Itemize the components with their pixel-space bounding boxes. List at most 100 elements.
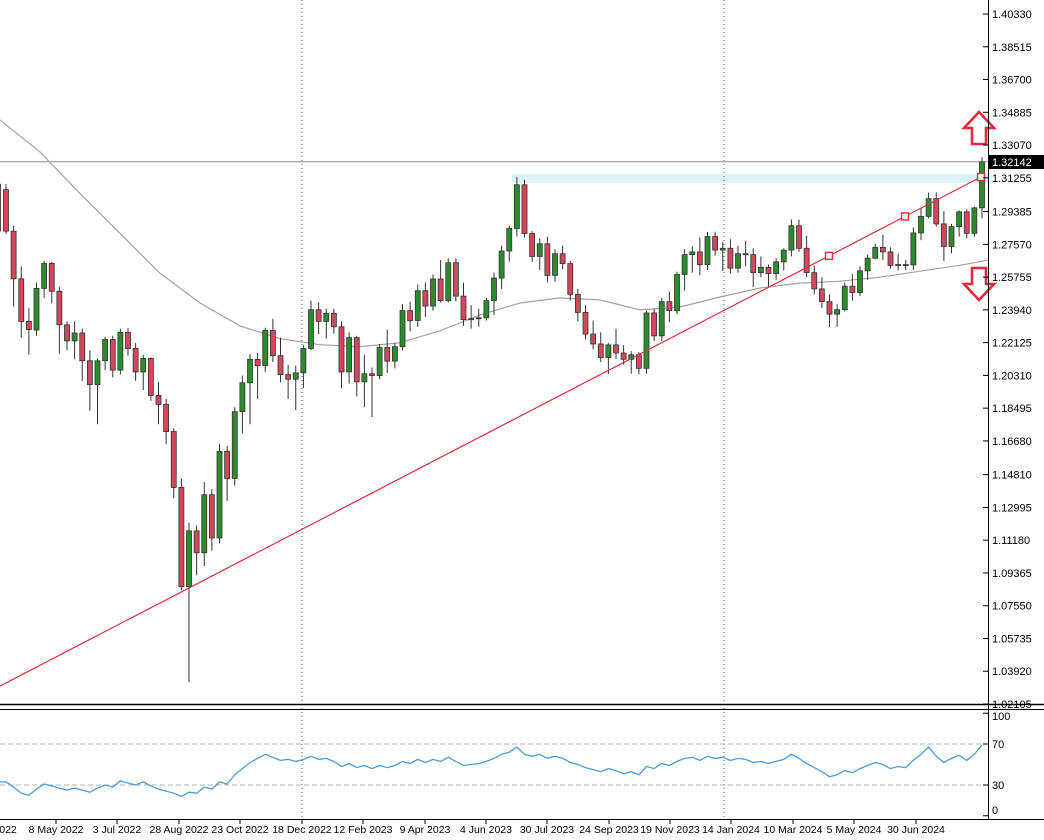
- candle-bear: [193, 530, 200, 554]
- time-axis[interactable]: 022 8 May 2022 3 Jul 2022 28 Aug 2022 23 Oct…: [0, 819, 945, 836]
- price-tick-label: 1.14810: [992, 470, 1032, 482]
- candle-bull: [925, 198, 932, 217]
- candle-bear: [613, 344, 619, 354]
- resistance-band[interactable]: [512, 173, 988, 183]
- candle-bear: [597, 343, 604, 358]
- price-tick-label: 1.27570: [992, 239, 1032, 251]
- candle-bear: [765, 266, 772, 274]
- candle-bear: [86, 360, 93, 385]
- candle-bear: [902, 264, 909, 266]
- candle-bull: [872, 246, 879, 259]
- candle-bear: [887, 251, 894, 266]
- rsi-level-lines: [0, 743, 988, 786]
- candle-bear: [178, 487, 185, 588]
- price-axis[interactable]: 1.40330 1.38515 1.36700 1.34885 1.33070 1.312…: [983, 9, 1032, 817]
- trendline[interactable]: [0, 176, 982, 687]
- candle-bull: [895, 264, 902, 266]
- buy-arrow-icon[interactable]: [960, 110, 998, 146]
- candle-bull: [681, 254, 688, 275]
- price-tick-label: 1.03920: [992, 666, 1032, 678]
- candle-bull: [498, 250, 505, 279]
- trendline-path[interactable]: [0, 176, 982, 687]
- date-label: 5 May 2024: [827, 824, 882, 836]
- trendline-handles[interactable]: [824, 172, 986, 261]
- date-label: 28 Aug 2022: [150, 824, 209, 836]
- candle-bear: [940, 223, 947, 247]
- price-tick-label: 1.09365: [992, 568, 1032, 580]
- price-tick-label: 1.25755: [992, 272, 1032, 284]
- price-tick-label: 1.07550: [992, 601, 1032, 613]
- current-price-tag-bg: [988, 155, 1044, 169]
- trendline-handle[interactable]: [824, 251, 834, 261]
- candle-bear: [559, 253, 566, 265]
- candle-bear: [963, 211, 970, 234]
- candle-bull: [33, 287, 40, 331]
- candle-bear: [285, 374, 292, 380]
- candle-bear: [933, 198, 940, 225]
- candle-bear: [818, 288, 825, 302]
- trendline-handle[interactable]: [900, 212, 910, 221]
- candle-bear: [422, 290, 429, 307]
- candle-bear: [369, 373, 375, 376]
- candle-bear: [582, 311, 589, 335]
- candle-bear: [666, 301, 673, 311]
- rsi-path: [0, 744, 983, 798]
- year-separator-lines: [301, 0, 725, 819]
- price-tick-label: 1.38515: [992, 42, 1032, 54]
- date-label: 12 Feb 2023: [334, 824, 393, 836]
- candle-bear: [742, 253, 749, 256]
- candle-bear: [544, 243, 551, 276]
- candle-bull: [186, 530, 192, 588]
- candle-bear: [315, 309, 322, 322]
- price-tick-label: 1.23940: [992, 305, 1032, 317]
- candle-bull: [780, 249, 787, 263]
- candle-bull: [704, 236, 711, 265]
- candle-bear: [803, 247, 810, 274]
- candle-partial: [0, 183, 1, 232]
- candle-bear: [224, 450, 231, 479]
- candle-bull: [948, 226, 955, 247]
- candle-bear: [18, 278, 25, 322]
- candle-bull: [140, 358, 147, 373]
- signal-arrows[interactable]: [960, 110, 998, 302]
- moving-average-path[interactable]: [0, 119, 989, 348]
- rsi-scale-0: 0: [992, 805, 998, 817]
- candle-bull: [956, 211, 963, 228]
- candle-bull: [735, 253, 741, 269]
- candle-bear: [64, 324, 70, 342]
- candle-bear: [620, 352, 627, 360]
- candle-bull: [658, 301, 665, 337]
- candle-bull: [773, 261, 780, 274]
- candle-bear: [48, 263, 55, 292]
- candle-bear: [79, 332, 86, 362]
- moving-average-line[interactable]: [0, 119, 989, 348]
- candle-bull: [643, 312, 650, 369]
- candle-bear: [849, 285, 856, 293]
- candle-bear: [437, 278, 444, 302]
- candle-bear: [254, 358, 261, 367]
- trendline-handle[interactable]: [976, 172, 986, 182]
- current-price-tag-text: 1.32142: [992, 157, 1032, 169]
- sell-arrow-icon[interactable]: [960, 266, 998, 302]
- date-label: 3 Jul 2022: [93, 824, 142, 836]
- candle-bull: [41, 263, 48, 289]
- price-tick-label: 1.33070: [992, 140, 1032, 152]
- rsi-scale-70: 70: [992, 739, 1004, 751]
- candle-bull: [475, 317, 482, 320]
- candle-bull: [102, 339, 109, 362]
- price-tick-label: 1.12995: [992, 502, 1032, 514]
- candle-bull: [231, 411, 238, 479]
- candle-bull: [346, 337, 353, 373]
- candle-bear: [25, 321, 32, 330]
- candle-bull: [399, 310, 406, 348]
- date-label: 10 Mar 2024: [764, 824, 823, 836]
- resistance-band-rect[interactable]: [512, 173, 988, 183]
- candle-bear: [407, 310, 414, 321]
- price-tick-label: 1.20310: [992, 370, 1032, 382]
- candle-bull: [857, 270, 863, 293]
- candle-bear: [521, 184, 528, 234]
- price-tick-label: 1.22125: [992, 338, 1032, 350]
- candle-bear: [750, 254, 757, 274]
- candle-bull: [71, 332, 78, 342]
